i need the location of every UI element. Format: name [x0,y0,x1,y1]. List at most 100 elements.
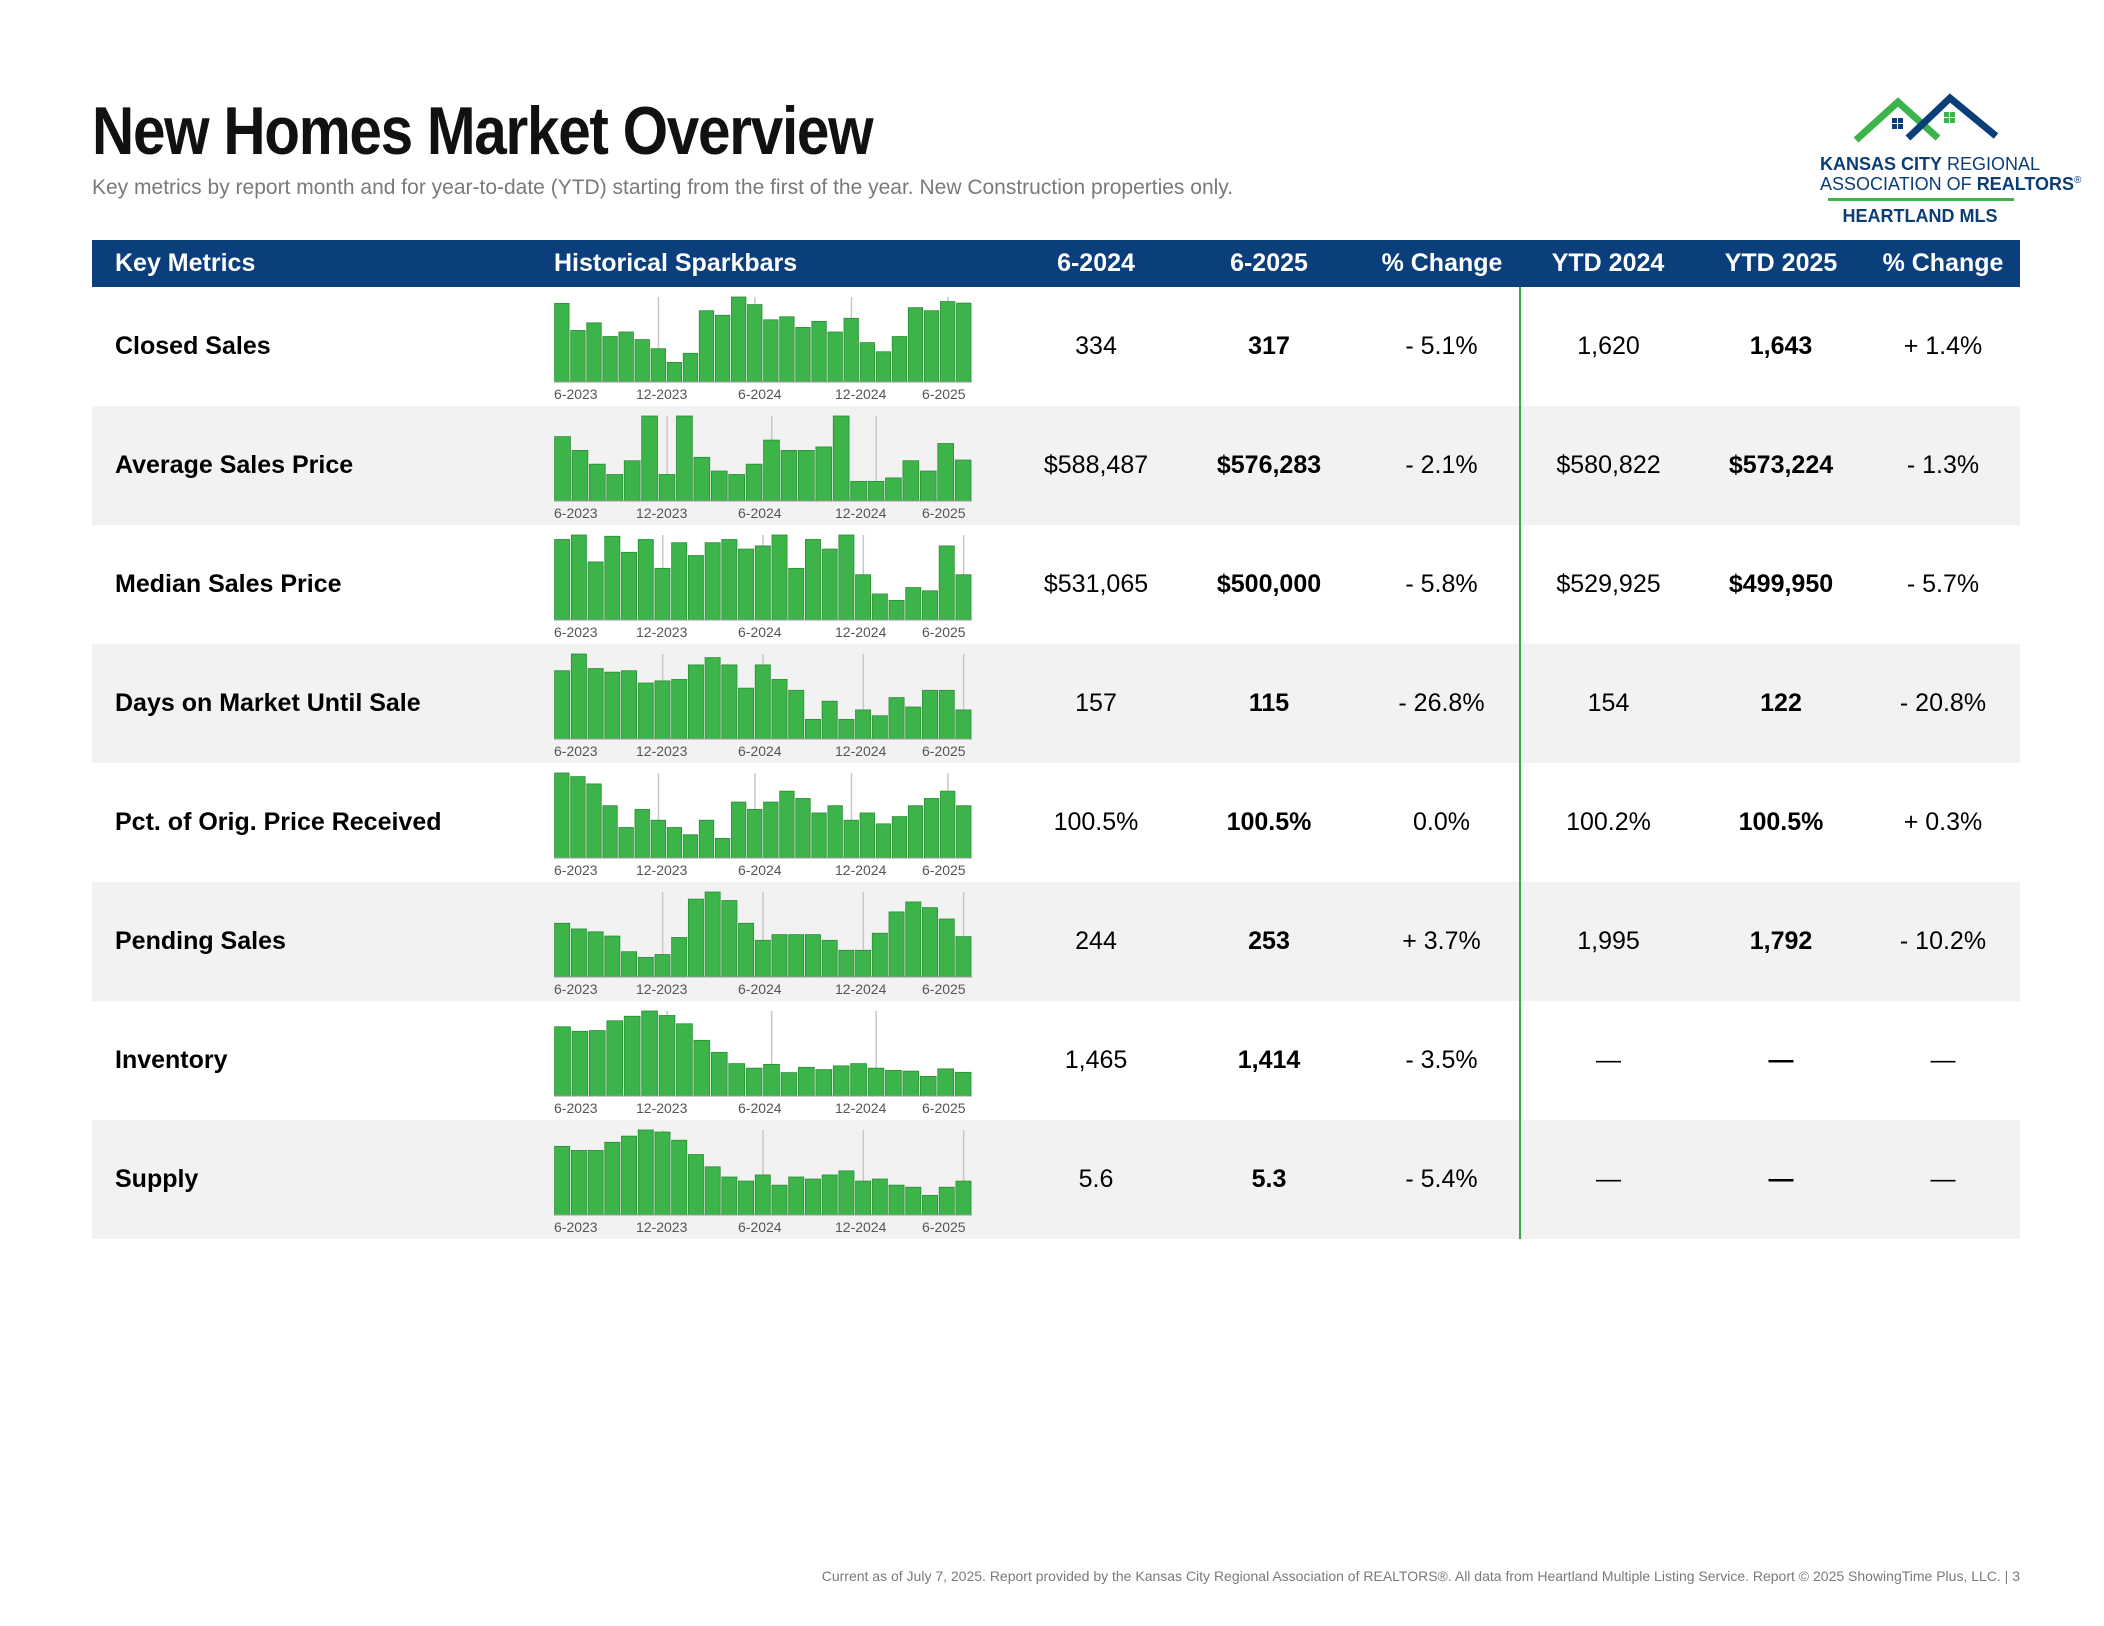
spark-bar [634,808,650,859]
spark-axis-label: 12-2023 [636,505,688,521]
spark-bar [587,561,604,621]
spark-bar [621,551,638,621]
value-ytd-2025: — [1696,1001,1866,1120]
spark-bar [693,456,711,502]
spark-bar [654,954,671,978]
houses-logo-icon [1853,93,1998,143]
value-6-2024: $588,487 [1018,406,1174,525]
spark-bar [843,317,859,383]
spark-bar [815,446,833,502]
metric-label: Pending Sales [92,882,554,1001]
sparkbar-chart-average-sales-price: 6-2023 12-2023 6-2024 12-2024 6-2025 [554,415,972,521]
spark-bar [888,1184,905,1216]
col-6-2025: 6-2025 [1174,240,1364,287]
spark-bar [850,480,867,502]
spark-bar [554,436,571,502]
value-6-2024: 5.6 [1018,1120,1174,1239]
spark-bar [693,1039,711,1097]
value-6-2024: $531,065 [1018,525,1174,644]
spark-bar [905,901,922,978]
spark-bar [602,336,618,383]
spark-bar [586,783,602,859]
metric-label: Average Sales Price [92,406,554,525]
spark-bar [621,670,638,740]
value-ytd-2024: $580,822 [1519,406,1696,525]
pct-change-ytd: + 0.3% [1866,763,2020,882]
spark-bar [919,470,937,502]
spark-bar [855,574,872,621]
spark-bar [788,689,805,740]
spark-bar [795,798,811,859]
table-row: Average Sales Price 6-2023 12-2023 6-2024 12… [92,406,2020,525]
spark-bar [682,834,699,859]
table-row: Inventory 6-2023 12-2023 6-2024 12-2024 6-202… [92,1001,2020,1120]
spark-bar [827,331,843,383]
spark-bar [623,1015,641,1097]
sparkbar-chart-closed-sales: 6-2023 12-2023 6-2024 12-2024 6-2025 [554,296,972,402]
value-ytd-2025: $499,950 [1696,525,1866,644]
spark-bar [687,1154,704,1216]
spark-bar [788,567,805,621]
pct-change-month: - 5.1% [1364,287,1520,406]
spark-bar [554,772,570,859]
spark-bar [721,1176,738,1216]
sparkbar-cell: 6-2023 12-2023 6-2024 12-2024 6-2025 [554,644,1018,763]
spark-bar [602,805,618,859]
spark-bar [571,1030,589,1097]
spark-bar [586,322,602,383]
sparkbar-chart-inventory: 6-2023 12-2023 6-2024 12-2024 6-2025 [554,1010,972,1116]
spark-bar [804,718,821,740]
spark-bar [654,567,671,621]
value-6-2025: 253 [1174,882,1364,1001]
spark-axis-label: 12-2024 [835,1219,887,1235]
spark-bar [570,534,587,621]
sparkbar-cell: 6-2023 12-2023 6-2024 12-2024 6-2025 [554,287,1018,406]
spark-bar [554,539,571,621]
value-6-2025: $576,283 [1174,406,1364,525]
spark-bar [871,1178,888,1216]
page-title: New Homes Market Overview [92,93,874,169]
spark-bar [771,534,788,621]
spark-axis-label: 12-2023 [636,743,688,759]
value-6-2024: 244 [1018,882,1174,1001]
sparkbar-chart-pct-of-orig-price-received: 6-2023 12-2023 6-2024 12-2024 6-2025 [554,772,972,878]
spark-bar [954,459,972,502]
spark-bar [721,900,738,978]
spark-bar [710,470,728,502]
spark-bar [907,805,924,859]
value-6-2025: 5.3 [1174,1120,1364,1239]
pct-change-ytd: + 1.4% [1866,287,2020,406]
col-key-metrics: Key Metrics [92,240,554,287]
spark-axis-label: 6-2023 [554,862,598,878]
value-ytd-2024: 1,995 [1519,882,1696,1001]
spark-bar [888,697,905,740]
footer-note: Current as of July 7, 2025. Report provi… [821,1568,2020,1584]
spark-bar [587,931,604,978]
spark-bar [570,776,586,859]
spark-axis-label: 6-2025 [922,386,966,402]
spark-bar [604,935,621,978]
spark-bar [821,700,838,740]
spark-bar [637,1129,654,1216]
spark-bar [763,1063,780,1097]
spark-axis-label: 12-2024 [835,624,887,640]
sparkbar-chart-supply: 6-2023 12-2023 6-2024 12-2024 6-2025 [554,1129,972,1235]
spark-axis-label: 12-2024 [835,743,887,759]
spark-bar [671,679,688,740]
spark-axis-label: 6-2025 [922,1219,966,1235]
kcrar-logo: KANSAS CITY REGIONAL ASSOCIATION OF REAL… [1820,92,2081,232]
spark-axis-label: 6-2023 [554,743,598,759]
spark-bar [618,827,634,859]
spark-axis-label: 6-2024 [738,981,782,997]
spark-bar [650,348,666,383]
spark-bar [855,1180,872,1216]
spark-bar [827,805,843,859]
spark-axis-label: 6-2025 [922,981,966,997]
spark-bar [885,1069,902,1097]
key-metrics-table: Key Metrics Historical Sparkbars 6-2024 … [92,240,2020,1239]
spark-bar [875,351,892,383]
pct-change-ytd: — [1866,1001,2020,1120]
spark-axis-label: 12-2024 [835,386,887,402]
spark-bar [788,1176,805,1216]
spark-bar [754,664,771,740]
